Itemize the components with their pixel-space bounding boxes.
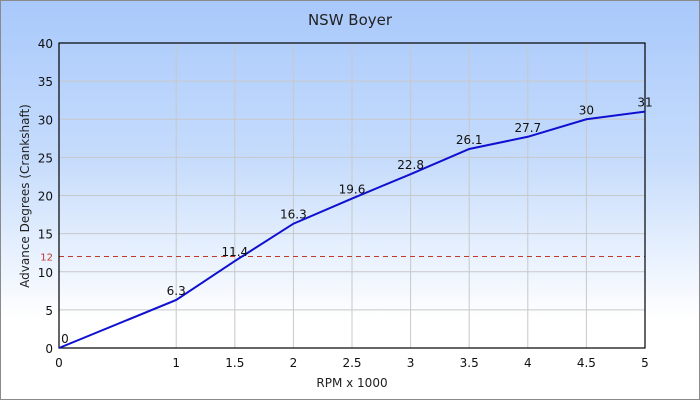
y-tick-label: 10 [38,266,53,280]
chart-title: NSW Boyer [308,11,393,29]
x-tick-label: 4.5 [577,356,596,370]
x-tick-label: 5 [641,356,649,370]
y-axis-label: Advance Degrees (Crankshaft) [18,104,32,288]
x-tick-label: 4 [524,356,532,370]
x-tick-label: 2.5 [342,356,361,370]
data-point-label: 27.7 [514,121,541,135]
data-point-label: 11.4 [221,245,248,259]
data-series-line [58,110,646,349]
x-axis-label: RPM x 1000 [316,376,387,390]
grid-lines [58,42,646,349]
data-point-label: 26.1 [456,133,483,147]
x-tick-label: 2 [290,356,298,370]
data-point-label: 16.3 [280,208,307,222]
plot-area-border [58,42,646,349]
y-tick-label: 40 [38,37,53,51]
x-tick-label: 1 [172,356,180,370]
x-tick-label: 0 [55,356,63,370]
y-axis-ticks: 0 5 10 15 20 25 30 35 40 [38,37,53,356]
y-tick-label: 35 [38,75,53,89]
y-tick-label: 0 [45,342,53,356]
x-axis-ticks: 0 1 1.5 2 2.5 3 3.5 4 4.5 5 [55,356,649,370]
y-tick-label: 25 [38,151,53,165]
reference-line: 12 [40,253,645,264]
reference-line-label: 12 [40,253,53,264]
x-tick-label: 3 [407,356,415,370]
data-point-label: 6.3 [167,284,186,298]
x-tick-label: 3.5 [460,356,479,370]
y-tick-label: 30 [38,113,53,127]
x-tick-label: 1.5 [225,356,244,370]
data-point-label: 31 [637,96,652,110]
data-point-label: 0 [61,332,69,346]
data-point-label: 30 [579,103,594,117]
data-point-label: 22.8 [397,158,424,172]
y-tick-label: 20 [38,190,53,204]
y-tick-label: 15 [38,228,53,242]
data-labels: 0 6.3 11.4 16.3 19.6 22.8 26.1 27.7 30 31 [61,96,652,346]
y-tick-label: 5 [45,304,53,318]
data-point-label: 19.6 [339,183,366,197]
